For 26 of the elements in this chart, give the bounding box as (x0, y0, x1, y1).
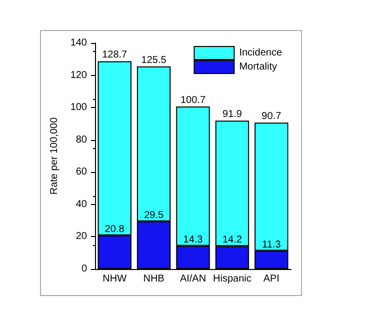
y-tick-label: 80 (76, 134, 88, 146)
y-tick-label: 20 (76, 231, 88, 242)
data-label: 20.8 (104, 224, 125, 235)
y-tick-label: 60 (76, 166, 88, 178)
total-label: 91.9 (222, 109, 242, 120)
y-tick-label: 40 (76, 198, 88, 210)
total-label: 125.5 (141, 54, 167, 66)
x-tick-label: NHW (102, 274, 128, 284)
y-tick-label: 120 (70, 70, 88, 81)
x-tick-label: NHB (143, 274, 165, 284)
y-tick-label: 100 (70, 102, 88, 114)
x-tick-label: AI/AN (180, 274, 206, 284)
x-tick-label: API (263, 274, 280, 284)
y-tick-label: 0 (81, 264, 88, 274)
legend-label: Mortality (239, 62, 277, 72)
x-tick-label: Hispanic (213, 274, 252, 284)
data-label: 29.5 (144, 210, 164, 221)
legend-label: Incidence (239, 48, 282, 58)
data-label: 14.3 (183, 234, 204, 246)
total-label: 90.7 (262, 111, 282, 122)
y-axis-title: Rate per 100,000 (48, 116, 60, 195)
y-tick-label: 140 (70, 38, 88, 48)
total-label: 100.7 (180, 94, 206, 106)
total-label: 128.7 (102, 50, 128, 61)
data-label: 11.3 (262, 239, 282, 250)
data-label: 14.2 (222, 234, 242, 246)
